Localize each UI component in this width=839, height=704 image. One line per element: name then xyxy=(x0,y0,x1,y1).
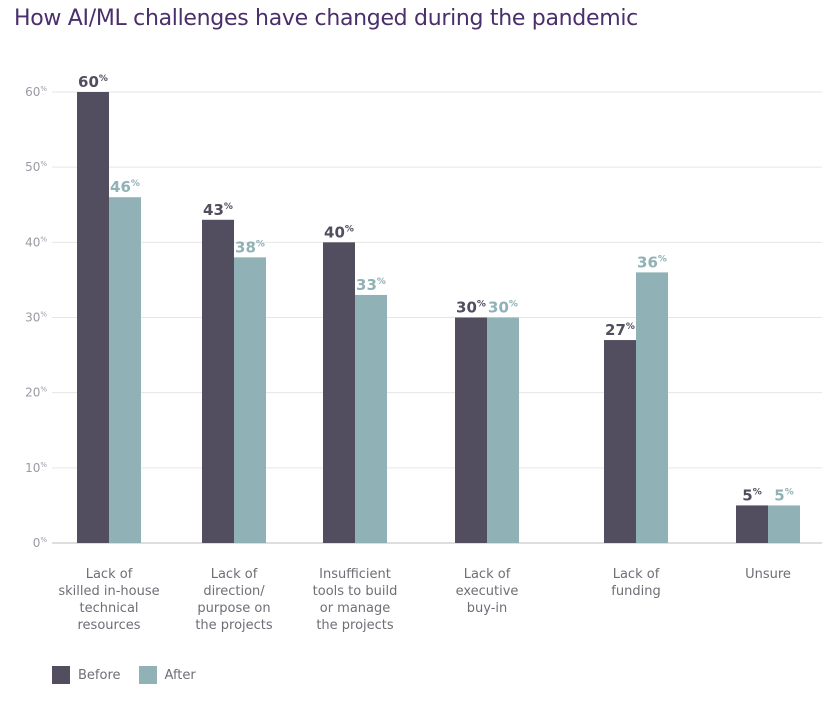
x-tick-label: Insufficient tools to build or manage the p… xyxy=(313,567,398,633)
bar-after-0 xyxy=(109,197,141,543)
legend-swatch-after xyxy=(138,666,157,684)
legend: Before After xyxy=(52,666,214,684)
data-label: 60% xyxy=(78,73,108,91)
legend-item-before: Before xyxy=(52,666,121,684)
bar-before-3 xyxy=(455,317,487,543)
y-tick-label: 60% xyxy=(25,85,47,99)
bar-before-1 xyxy=(202,219,234,544)
data-label: 5% xyxy=(774,486,793,504)
y-tick-label: 20% xyxy=(25,386,47,400)
bar-before-4 xyxy=(604,340,636,543)
x-tick-label: Lack of skilled in-house technical resource… xyxy=(58,567,159,633)
legend-label-before: Before xyxy=(78,667,121,683)
bar-after-5 xyxy=(768,505,800,543)
bar-before-5 xyxy=(736,505,768,543)
y-tick-label: 30% xyxy=(25,311,47,325)
data-label: 30% xyxy=(456,299,486,317)
x-tick-label: Lack of executive buy-in xyxy=(456,567,519,616)
bar-after-1 xyxy=(234,257,266,543)
x-tick-label: Unsure xyxy=(745,567,791,582)
bar-after-3 xyxy=(487,317,519,543)
legend-label-after: After xyxy=(164,667,196,683)
bar-after-2 xyxy=(355,294,387,543)
y-tick-label: 0% xyxy=(33,536,48,550)
legend-swatch-before xyxy=(52,666,70,684)
y-tick-label: 40% xyxy=(25,235,47,249)
data-label: 36% xyxy=(637,253,667,271)
legend-item-after: After xyxy=(138,666,196,684)
chart-title: How AI/ML challenges have changed during… xyxy=(14,6,638,31)
bar-before-2 xyxy=(323,242,355,544)
data-label: 46% xyxy=(110,178,140,196)
data-label: 40% xyxy=(324,223,354,241)
y-tick-label: 50% xyxy=(25,160,47,174)
bar-after-4 xyxy=(636,272,668,543)
data-label: 30% xyxy=(488,299,518,317)
data-label: 5% xyxy=(742,486,761,504)
data-label: 38% xyxy=(235,238,265,256)
y-tick-label: 10% xyxy=(25,461,47,475)
data-label: 43% xyxy=(203,201,233,219)
x-tick-label: Lack of direction/purpose on the projects xyxy=(195,567,273,633)
x-tick-label: Lack of funding xyxy=(611,567,660,599)
data-label: 27% xyxy=(605,321,635,339)
data-label: 33% xyxy=(356,276,386,294)
bar-before-0 xyxy=(77,92,109,543)
